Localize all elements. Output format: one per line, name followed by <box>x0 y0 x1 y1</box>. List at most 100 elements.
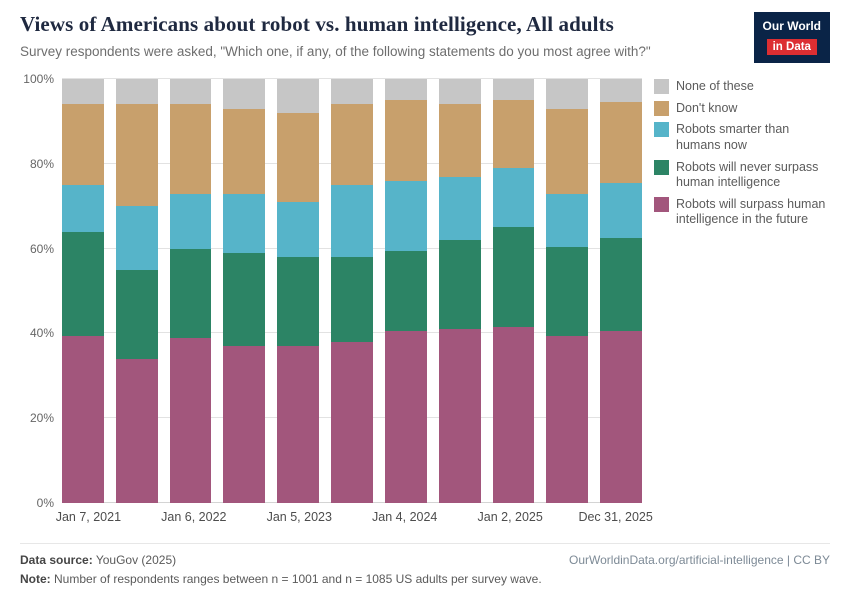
footer-source-row: Data source: YouGov (2025) OurWorldinDat… <box>20 553 830 567</box>
legend-label: Robots will surpass human intelligence i… <box>676 196 826 227</box>
bar-9[interactable] <box>546 79 589 503</box>
segment <box>115 206 158 270</box>
segment <box>115 104 158 207</box>
segment <box>62 185 104 232</box>
footer-link[interactable]: OurWorldinData.org/artificial-intelligen… <box>569 553 830 567</box>
data-source: Data source: YouGov (2025) <box>20 553 176 567</box>
bar-3[interactable] <box>223 79 266 503</box>
y-tick-label: 100% <box>23 72 54 86</box>
segment <box>438 176 481 241</box>
segment <box>438 104 481 177</box>
segment <box>169 337 212 503</box>
segment <box>331 185 373 258</box>
segment <box>331 257 373 342</box>
segment <box>546 335 589 503</box>
header-text: Views of Americans about robot vs. human… <box>20 12 651 59</box>
segment <box>169 104 212 194</box>
chart-subtitle: Survey respondents were asked, "Which on… <box>20 44 651 59</box>
y-axis: 0% 20% 40% 60% 80% 100% <box>20 72 62 510</box>
legend-label: None of these <box>676 79 754 93</box>
legend-item[interactable]: Robots will surpass human intelligence i… <box>654 196 830 228</box>
segment <box>438 240 481 330</box>
legend-swatch <box>654 100 669 116</box>
segment <box>384 100 427 181</box>
legend-item[interactable]: Robots will never surpass human intellig… <box>654 159 830 191</box>
x-tick-label: Jan 7, 2021 <box>55 510 122 524</box>
legend-item[interactable]: Robots smarter than humans now <box>654 122 830 153</box>
footer-note-row: Note: Number of respondents ranges betwe… <box>20 572 830 586</box>
segment <box>438 79 481 105</box>
plot-area <box>62 78 642 503</box>
segment <box>546 79 589 109</box>
segment <box>600 102 642 183</box>
segment <box>277 346 320 503</box>
bar-5[interactable] <box>331 79 373 503</box>
page-title: Views of Americans about robot vs. human… <box>20 12 614 36</box>
segment <box>492 168 535 228</box>
legend-item[interactable]: Don't know <box>654 100 830 117</box>
x-tick-label: Jan 4, 2024 <box>372 510 438 524</box>
footer: Data source: YouGov (2025) OurWorldinDat… <box>20 543 830 586</box>
x-tick-label: Jan 6, 2022 <box>161 510 227 524</box>
bar-10[interactable] <box>600 79 642 503</box>
segment <box>62 79 104 105</box>
bar-6[interactable] <box>384 79 427 503</box>
note-text: Number of respondents ranges between n =… <box>54 572 542 586</box>
legend-label: Robots will never surpass human intellig… <box>676 159 819 190</box>
bar-2[interactable] <box>169 79 212 503</box>
legend-label: Don't know <box>676 100 738 115</box>
segment <box>331 104 373 186</box>
segment <box>492 327 535 503</box>
y-tick-label: 20% <box>29 411 54 426</box>
segment <box>492 227 535 328</box>
legend-swatch <box>654 159 669 175</box>
bar-0[interactable] <box>62 79 104 503</box>
header: Views of Americans about robot vs. human… <box>20 12 830 63</box>
y-tick-label: 40% <box>29 326 54 341</box>
owid-logo[interactable]: Our World in Data <box>753 12 830 63</box>
segment <box>600 182 642 239</box>
legend-swatch <box>654 79 669 94</box>
legend-swatch <box>654 196 669 212</box>
segment <box>223 108 266 194</box>
bar-4[interactable] <box>277 79 320 503</box>
segment <box>492 79 535 101</box>
segment <box>169 79 212 105</box>
segment <box>115 358 158 503</box>
bar-1[interactable] <box>115 79 158 503</box>
segment <box>384 79 427 101</box>
segment <box>223 193 266 253</box>
plot-wrap: Jan 7, 2021 Jan 6, 2022 Jan 5, 2023 Jan 4, … <box>56 78 653 527</box>
x-tick-label: Dec 31, 2025 <box>578 510 653 524</box>
segment <box>62 231 104 336</box>
segment <box>169 193 212 249</box>
source-value: YouGov (2025) <box>95 553 177 567</box>
segment <box>115 269 158 359</box>
bar-8[interactable] <box>492 79 535 503</box>
legend-swatch <box>654 122 669 138</box>
segment <box>492 100 535 169</box>
segment <box>277 112 320 202</box>
segment <box>62 104 104 186</box>
x-tick-label: Jan 2, 2025 <box>477 510 543 524</box>
segment <box>223 346 266 503</box>
segment <box>438 329 481 503</box>
bar-7[interactable] <box>438 79 481 503</box>
legend-label: Robots smarter than humans now <box>676 122 790 152</box>
segment <box>600 331 642 503</box>
gridline <box>62 78 642 79</box>
segment <box>277 79 320 113</box>
segment <box>223 79 266 109</box>
logo-text-bottom: in Data <box>766 39 817 55</box>
segment <box>546 108 589 194</box>
segment <box>223 252 266 347</box>
legend-item[interactable]: None of these <box>654 79 830 95</box>
note: Note: Number of respondents ranges betwe… <box>20 572 542 586</box>
x-axis: Jan 7, 2021 Jan 6, 2022 Jan 5, 2023 Jan 4, … <box>56 503 653 527</box>
segment <box>277 201 320 258</box>
y-tick-label: 80% <box>29 156 54 171</box>
x-tick-label: Jan 5, 2023 <box>266 510 332 524</box>
segment <box>600 238 642 332</box>
segment <box>546 246 589 336</box>
